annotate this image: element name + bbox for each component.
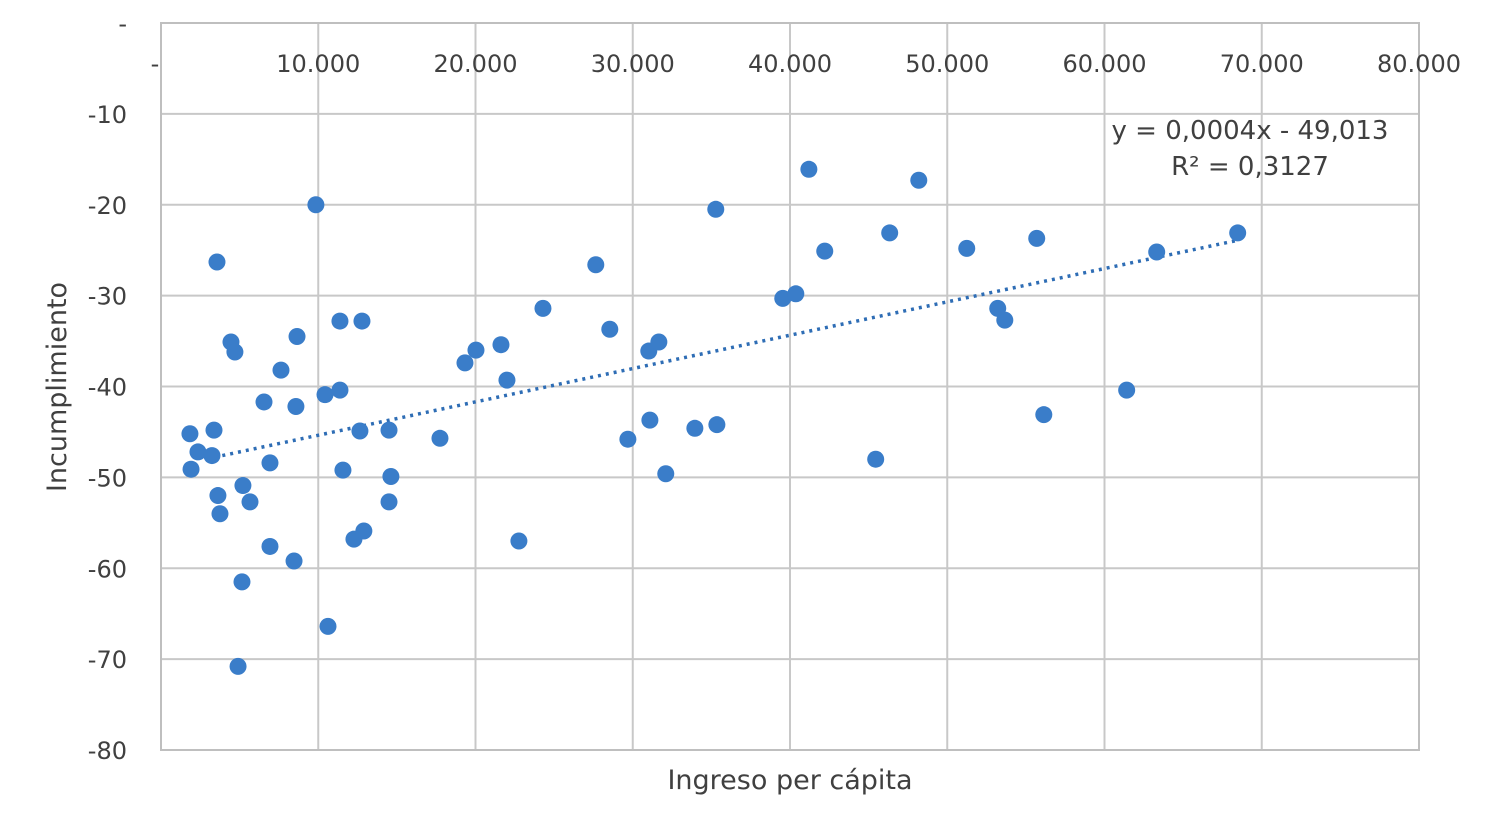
data-point: [351, 422, 369, 440]
data-point: [331, 312, 349, 330]
data-point: [307, 196, 325, 214]
y-tick-label: -30: [88, 283, 127, 311]
data-point: [881, 224, 899, 242]
data-point: [334, 461, 352, 479]
data-point: [182, 460, 200, 478]
x-tick-label: 20.000: [434, 50, 518, 78]
data-point: [1118, 381, 1136, 399]
data-point: [1229, 224, 1247, 242]
data-point: [657, 465, 675, 483]
data-point: [587, 256, 605, 274]
data-point: [319, 617, 337, 635]
data-point: [800, 160, 818, 178]
data-point: [331, 381, 349, 399]
data-point: [233, 573, 251, 591]
x-axis-title: Ingreso per cápita: [667, 765, 912, 796]
y-tick-label: -50: [88, 464, 127, 492]
data-point: [380, 421, 398, 439]
data-point: [498, 371, 516, 389]
data-point: [787, 285, 805, 303]
trendline: [221, 238, 1239, 458]
data-point: [816, 242, 834, 260]
x-tick-label: 50.000: [905, 50, 989, 78]
data-point: [650, 333, 668, 351]
plot-area-border: [160, 22, 1420, 751]
data-point: [382, 467, 400, 485]
data-point: [910, 171, 928, 189]
data-point: [234, 477, 252, 495]
data-point: [996, 311, 1014, 329]
data-point: [867, 450, 885, 468]
r-squared-label: R² = 0,3127: [1171, 152, 1329, 182]
data-point: [707, 200, 725, 218]
data-point: [209, 487, 227, 505]
data-point: [1028, 229, 1046, 247]
data-point: [467, 341, 485, 359]
y-tick-label: -80: [88, 737, 127, 765]
data-point: [241, 493, 259, 511]
y-tick-label: -10: [88, 101, 127, 129]
x-tick-labels: - 10.000 20.000 30.000 40.000 50.000 60.000 70.…: [151, 50, 1461, 78]
data-point: [492, 336, 510, 354]
data-point: [774, 289, 792, 307]
data-point: [316, 386, 334, 404]
data-point: [380, 493, 398, 511]
trendline-equation: y = 0,0004x - 49,013: [1112, 116, 1389, 146]
data-point: [1148, 243, 1166, 261]
x-tick-label: 10.000: [276, 50, 360, 78]
x-tick-label: 60.000: [1063, 50, 1147, 78]
data-point: [205, 421, 223, 439]
data-point: [211, 505, 229, 523]
x-tick-label: 70.000: [1220, 50, 1304, 78]
data-point: [288, 328, 306, 346]
data-point: [355, 522, 373, 540]
data-point: [255, 393, 273, 411]
data-point: [208, 253, 226, 271]
y-tick-label: -40: [88, 374, 127, 402]
data-point: [601, 320, 619, 338]
data-point: [272, 361, 290, 379]
data-point: [619, 430, 637, 448]
data-point: [534, 299, 552, 317]
data-point: [958, 239, 976, 257]
data-point: [261, 454, 279, 472]
x-tick-label: 80.000: [1377, 50, 1461, 78]
data-point: [353, 312, 371, 330]
y-tick-label: -: [118, 10, 127, 38]
data-point: [285, 552, 303, 570]
y-tick-label: -70: [88, 646, 127, 674]
x-tick-label: -: [151, 50, 160, 78]
data-point: [203, 447, 221, 465]
data-point: [708, 416, 726, 434]
y-tick-label: -20: [88, 192, 127, 220]
data-points: [181, 160, 1247, 675]
data-point: [456, 354, 474, 372]
data-point: [189, 443, 207, 461]
data-point: [287, 397, 305, 415]
y-tick-label: -60: [88, 555, 127, 583]
data-point: [510, 532, 528, 550]
data-point: [1035, 406, 1053, 424]
data-point: [181, 425, 199, 443]
x-tick-label: 30.000: [591, 50, 675, 78]
data-point: [641, 411, 659, 429]
y-axis-title: Incumplimiento: [42, 282, 73, 492]
data-point: [229, 657, 247, 675]
data-point: [261, 537, 279, 555]
x-tick-label: 40.000: [748, 50, 832, 78]
data-point: [226, 343, 244, 361]
data-point: [431, 429, 449, 447]
data-point: [686, 419, 704, 437]
y-tick-labels: - -10 -20 -30 -40 -50 -60 -70 -80: [88, 10, 127, 765]
